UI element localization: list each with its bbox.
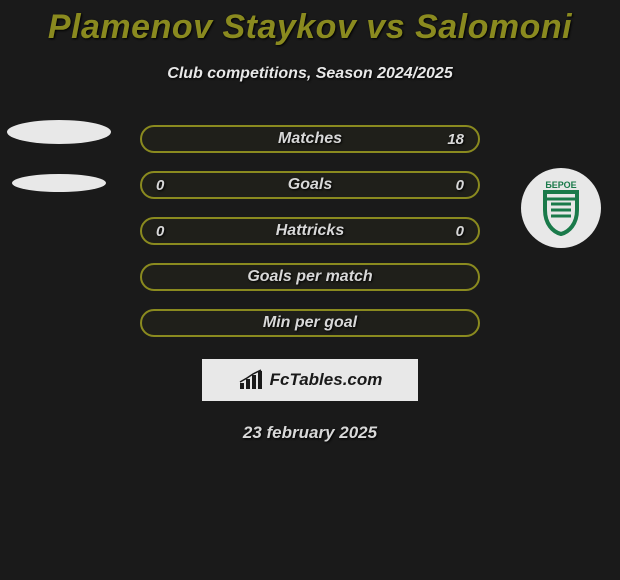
player-left-badge — [4, 120, 114, 192]
stat-label: Matches — [142, 130, 478, 148]
stat-row: Goals per match — [140, 263, 480, 291]
subtitle: Club competitions, Season 2024/2025 — [0, 65, 620, 83]
date-label: 23 february 2025 — [0, 423, 620, 443]
club-logo-text: БЕРОЕ — [541, 181, 581, 190]
club-logo: БЕРОЕ — [521, 168, 601, 248]
brand-text: FcTables.com — [270, 370, 383, 390]
stat-label: Min per goal — [142, 314, 478, 332]
brand-watermark: FcTables.com — [202, 359, 418, 401]
bars-icon — [238, 369, 264, 391]
placeholder-ellipse — [7, 120, 111, 144]
shield-icon — [541, 190, 581, 236]
stat-right-value: 0 — [456, 177, 464, 194]
stat-left-value: 0 — [156, 177, 164, 194]
stat-right-value: 0 — [456, 223, 464, 240]
stat-row: Min per goal — [140, 309, 480, 337]
stat-row: 0 Hattricks 0 — [140, 217, 480, 245]
stat-row: Matches 18 — [140, 125, 480, 153]
stat-label: Hattricks — [142, 222, 478, 240]
stat-row: 0 Goals 0 — [140, 171, 480, 199]
placeholder-ellipse — [12, 174, 106, 192]
stat-label: Goals — [142, 176, 478, 194]
stat-left-value: 0 — [156, 223, 164, 240]
stat-label: Goals per match — [142, 268, 478, 286]
page-title: Plamenov Staykov vs Salomoni — [0, 0, 620, 47]
stat-right-value: 18 — [447, 131, 464, 148]
player-right-badge: БЕРОЕ — [506, 168, 616, 248]
